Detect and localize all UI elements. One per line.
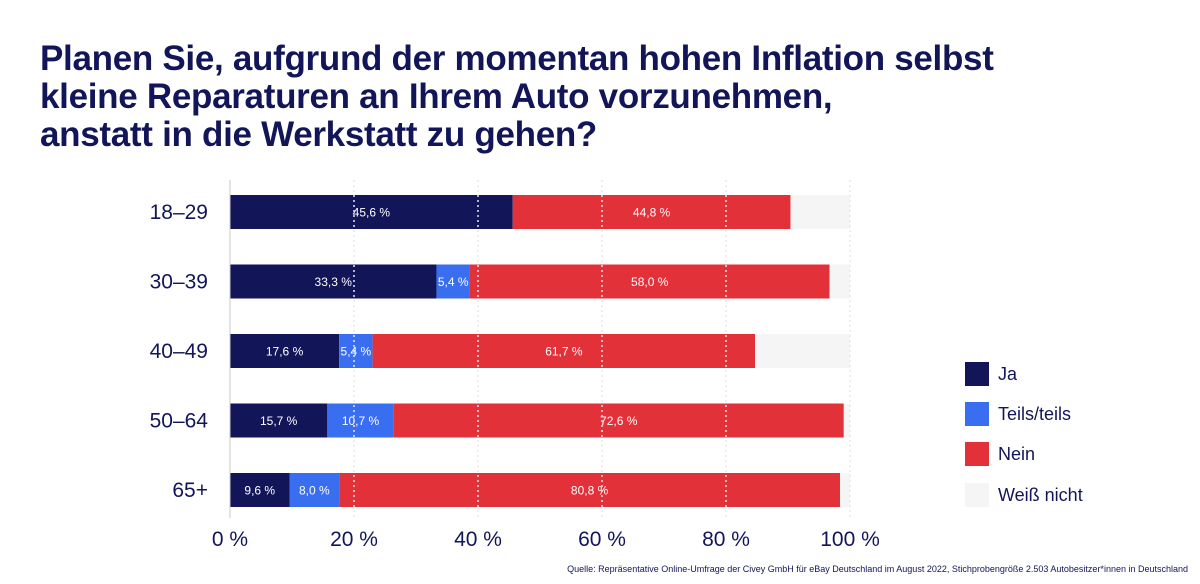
value-label-ja-65: 9,6 % (244, 484, 275, 498)
bar-nein-18-29 (512, 195, 791, 229)
x-tick-label-60: 60 % (578, 528, 626, 551)
value-label-nein-65: 80,8 % (571, 484, 609, 498)
bar-nein-40-49 (372, 334, 756, 368)
category-label-40-49: 40–49 (150, 340, 208, 363)
value-label-nein-40-49: 61,7 % (545, 345, 583, 359)
category-label-50-64: 50–64 (150, 410, 209, 433)
legend-item-ja: Ja (965, 362, 1017, 386)
value-label-nein-18-29: 44,8 % (633, 206, 671, 220)
x-tick-label-0: 0 % (212, 528, 248, 551)
value-label-ja-18-29: 45,6 % (353, 206, 391, 220)
legend-swatch-ja (965, 362, 989, 386)
title-line-1: Planen Sie, aufgrund der momentan hohen … (40, 39, 994, 78)
category-label-18-29: 18–29 (150, 201, 208, 224)
x-tick-label-100: 100 % (820, 528, 880, 551)
value-label-nein-30-39: 58,0 % (631, 275, 669, 289)
x-tick-label-20: 20 % (330, 528, 378, 551)
title-line-2: kleine Reparaturen an Ihrem Auto vorzune… (40, 77, 833, 116)
bar-teils-teils-50-64 (327, 403, 394, 438)
legend-swatch-teils (965, 402, 989, 426)
value-label-ja-30-39: 33,3 % (315, 275, 353, 289)
bar-nein-50-64 (393, 403, 844, 438)
value-label-ja-50-64: 15,7 % (260, 414, 298, 428)
value-label-nein-50-64: 72,6 % (600, 414, 638, 428)
category-label-30-39: 30–39 (150, 271, 208, 294)
value-label-teils-teils-65: 8,0 % (299, 484, 330, 498)
bar-nein-30-39 (469, 264, 830, 299)
title-line-3: anstatt in die Werkstatt zu gehen? (40, 115, 598, 154)
bar-teils-teils-40-49 (339, 334, 373, 368)
legend-label-weiss-nicht: Weiß nicht (998, 484, 1083, 505)
bar-ja-65 (230, 473, 290, 507)
bar-teils-teils-30-39 (436, 264, 470, 299)
bar-weiss-nicht-40-49 (755, 334, 850, 368)
bar-ja-30-39 (230, 264, 437, 299)
legend-label-ja: Ja (998, 363, 1018, 384)
x-tick-label-40: 40 % (454, 528, 502, 551)
legend-swatch-weiss-nicht (965, 483, 989, 507)
chart-title: Planen Sie, aufgrund der momentan hohen … (40, 40, 1140, 154)
value-label-ja-40-49: 17,6 % (266, 345, 304, 359)
legend-swatch-nein (965, 442, 989, 466)
legend-item-teils: Teils/teils (965, 402, 1071, 426)
legend-label-nein: Nein (998, 443, 1036, 464)
source-note: Quelle: Repräsentative Online-Umfrage de… (567, 564, 1188, 574)
category-label-65: 65+ (172, 479, 208, 502)
legend-label-teils: Teils/teils (998, 403, 1072, 424)
bar-weiss-nicht-18-29 (790, 195, 850, 229)
bar-ja-50-64 (230, 403, 328, 438)
legend-item-weiss-nicht: Weiß nicht (965, 483, 1083, 507)
bar-teils-teils-65 (289, 473, 340, 507)
bar-weiss-nicht-65 (840, 473, 850, 507)
bar-weiss-nicht-50-64 (843, 403, 850, 438)
bar-nein-65 (339, 473, 841, 507)
bar-ja-18-29 (230, 195, 513, 229)
x-tick-label-80: 80 % (702, 528, 750, 551)
bar-ja-40-49 (230, 334, 340, 368)
bar-weiss-nicht-30-39 (829, 264, 850, 299)
value-label-teils-teils-50-64: 10,7 % (342, 414, 380, 428)
value-label-teils-teils-30-39: 5,4 % (438, 275, 469, 289)
legend-item-nein: Nein (965, 442, 1035, 466)
value-label-teils-teils-40-49: 5,4 % (341, 345, 372, 359)
